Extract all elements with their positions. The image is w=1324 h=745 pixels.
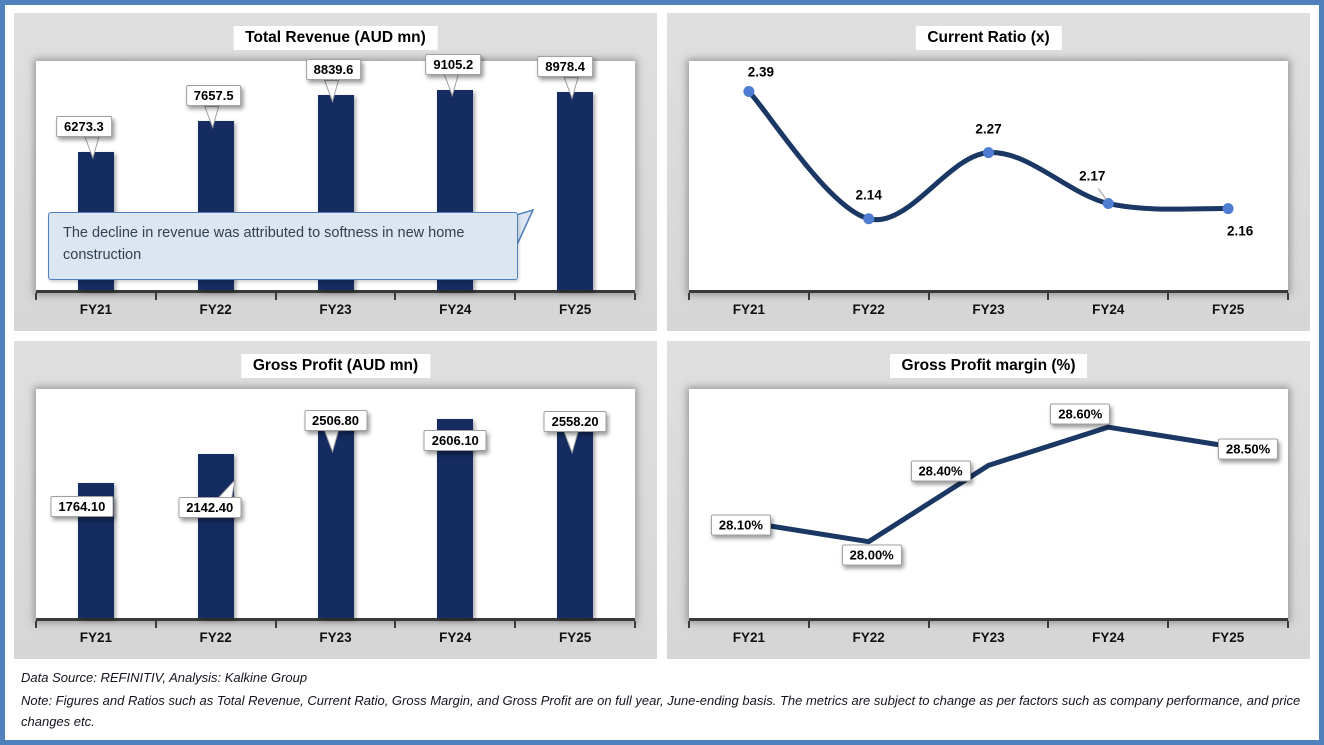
axis-tick [1287,293,1289,300]
axis-tick [807,293,810,300]
value-label: 8978.4 [537,56,593,78]
value-label: 6273.3 [56,115,112,137]
x-axis-label: FY23 [972,630,1005,645]
x-axis-label: FY21 [732,630,766,645]
value-label: 7657.5 [185,85,242,107]
axis-tick [1167,621,1170,628]
x-axis-label: FY22 [852,630,885,645]
x-axis-label: FY25 [1211,630,1245,645]
plot-area [689,61,1288,293]
axis-tick [274,621,277,628]
x-axis-labels: FY21 FY22 FY23 FY24 FY25 [36,630,635,645]
chart-title-gross-profit-margin: Gross Profit margin (%) [889,354,1088,378]
x-axis-label: FY21 [732,302,766,317]
value-label: 8839.6 [305,59,362,81]
plot-area [36,389,635,621]
value-label: 2142.40 [178,497,242,519]
panel-current-ratio: Current Ratio (x) FY21 FY22 FY23 FY24 FY25 2… [667,13,1310,331]
value-label: 9105.2 [425,53,482,75]
axis-tick [35,621,37,628]
x-axis-label: FY24 [1092,302,1125,317]
x-axis-label: FY21 [79,302,113,317]
x-axis-label: FY23 [972,302,1005,317]
value-label: 2606.10 [423,430,487,452]
chart-title-current-ratio: Current Ratio (x) [915,26,1062,50]
x-axis-labels: FY21 FY22 FY23 FY24 FY25 [689,302,1288,317]
value-label: 2558.20 [543,410,607,432]
axis-tick [514,621,517,628]
x-axis-label: FY23 [319,630,352,645]
axis-tick [927,621,930,628]
axis-tick [1047,621,1050,628]
value-label: 2.27 [975,121,1002,137]
panel-gross-profit: Gross Profit (AUD mn) FY21 FY22 FY23 FY24 FY… [14,341,657,659]
axis-tick [1167,293,1170,300]
x-axis-label: FY25 [1211,302,1245,317]
x-axis-label: FY22 [199,630,232,645]
bar-fy25 [557,92,594,290]
footnote-line: Note: Figures and Ratios such as Total R… [21,692,1301,729]
x-axis-label: FY21 [79,630,113,645]
axis-tick [634,293,636,300]
bar-fy24 [437,419,474,618]
chart-grid: Total Revenue (AUD mn) FY21 FY22 FY23 FY24 F… [5,5,1319,659]
value-label: 2506.80 [304,409,367,431]
axis-tick [927,293,930,300]
axis-tick [1047,293,1050,300]
x-axis-label: FY24 [439,630,472,645]
chart-title-gross-profit: Gross Profit (AUD mn) [240,354,431,378]
value-label: 1764.10 [50,496,114,518]
axis-tick [394,621,397,628]
value-label: 28.60% [1050,403,1111,425]
axis-tick [394,293,397,300]
x-axis-label: FY24 [439,302,472,317]
x-axis-labels: FY21 FY22 FY23 FY24 FY25 [689,630,1288,645]
value-label: 28.00% [841,544,902,566]
axis-tick [35,293,37,300]
bar-fy23 [317,426,354,618]
plot-area [689,389,1288,621]
value-label: 2.16 [1226,223,1254,239]
axis-tick [154,293,157,300]
x-axis-label: FY25 [558,302,592,317]
axis-tick [274,293,277,300]
data-source-line: Data Source: REFINITIV, Analysis: Kalkin… [21,670,308,685]
value-label: 2.14 [855,187,882,203]
value-label: 28.10% [710,514,771,536]
axis-tick [1287,621,1289,628]
value-label: 28.40% [910,460,971,482]
axis-tick [688,621,690,628]
panel-total-revenue: Total Revenue (AUD mn) FY21 FY22 FY23 FY24 F… [14,13,657,331]
x-axis-label: FY24 [1092,630,1125,645]
axis-tick [634,621,636,628]
axis-tick [514,293,517,300]
x-axis-label: FY22 [199,302,232,317]
value-label: 2.17 [1079,168,1106,184]
axis-tick [688,293,690,300]
annotation-callout: The decline in revenue was attributed to… [48,212,518,280]
x-axis-label: FY22 [852,302,885,317]
value-label: 2.39 [747,64,775,80]
axis-tick [154,621,157,628]
bar-fy22 [197,454,234,618]
x-axis-label: FY25 [558,630,592,645]
footer-notes: Data Source: REFINITIV, Analysis: Kalkin… [5,659,1319,732]
axis-tick [807,621,810,628]
x-axis-labels: FY21 FY22 FY23 FY24 FY25 [36,302,635,317]
bar-fy25 [557,422,594,618]
x-axis-label: FY23 [319,302,352,317]
panel-gross-profit-margin: Gross Profit margin (%) FY21 FY22 FY23 FY24… [667,341,1310,659]
value-label: 28.50% [1218,438,1279,460]
chart-title-total-revenue: Total Revenue (AUD mn) [233,26,438,50]
